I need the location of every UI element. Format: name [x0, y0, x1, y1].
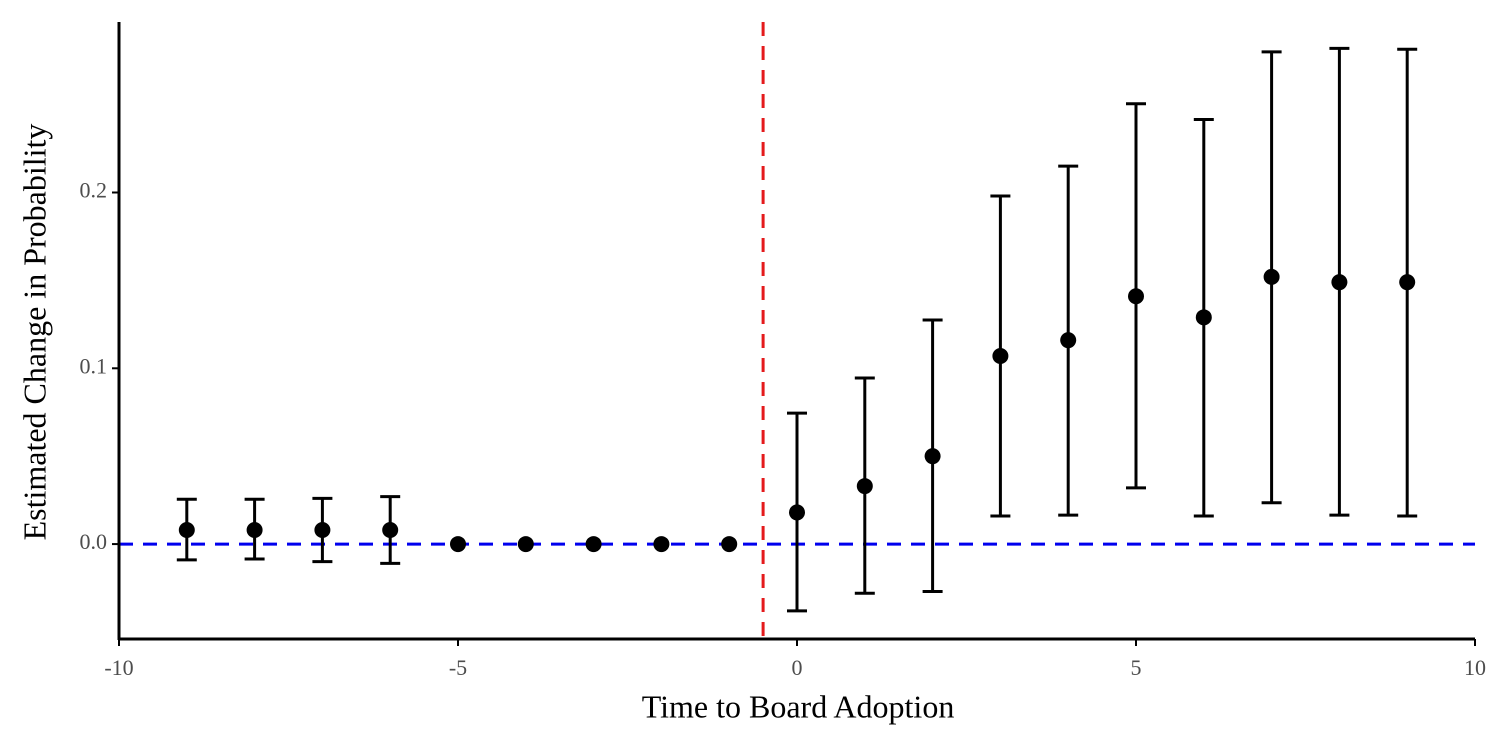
point: [721, 536, 738, 553]
point: [789, 504, 805, 521]
point: [585, 536, 602, 553]
point: [1128, 288, 1144, 305]
point: [1263, 268, 1280, 285]
y-tick-label: 0.1: [80, 353, 108, 378]
x-tick-label: 0: [792, 655, 803, 680]
point: [992, 347, 1009, 364]
x-tick-label: -10: [104, 655, 133, 680]
y-axis-label: Estimated Change in Probability: [16, 124, 52, 541]
point: [924, 448, 941, 465]
y-tick-label: 0.0: [80, 529, 108, 554]
point: [382, 522, 399, 539]
x-tick-label: 10: [1464, 655, 1486, 680]
point: [178, 522, 195, 539]
point: [1060, 332, 1077, 349]
point: [1399, 274, 1416, 291]
point: [653, 536, 670, 553]
x-axis-label: Time to Board Adoption: [642, 688, 955, 724]
x-tick-label: 5: [1131, 655, 1142, 680]
point: [517, 536, 534, 553]
x-tick-label: -5: [449, 655, 467, 680]
point: [1195, 309, 1212, 326]
y-tick-label: 0.2: [80, 178, 108, 203]
point: [246, 522, 263, 539]
point: [314, 522, 331, 539]
point: [856, 478, 873, 495]
point: [1331, 274, 1348, 291]
point: [450, 536, 466, 553]
